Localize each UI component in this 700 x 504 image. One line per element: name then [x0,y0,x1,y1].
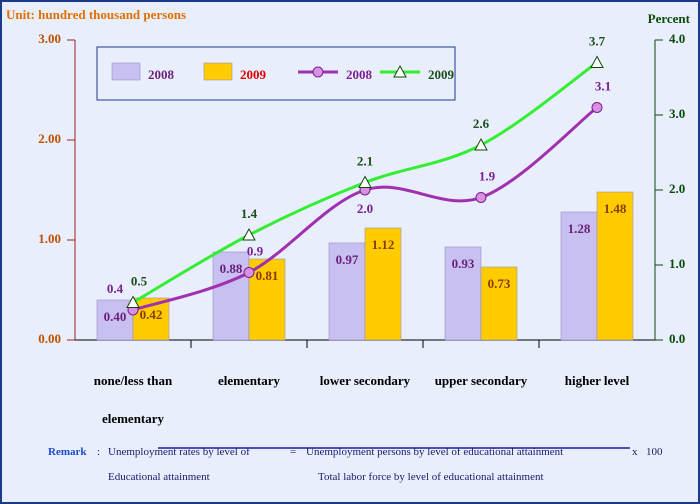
legend-label: 2009 [240,67,267,82]
bar [248,258,286,341]
line-value-label: 3.7 [589,33,606,48]
bar-value-label: 1.12 [372,237,395,252]
bar-value-label: 0.42 [140,307,163,322]
bar-value-label: 0.73 [488,276,511,291]
y-tick-label: 2.00 [38,131,61,146]
remark-label: Remark [48,446,87,458]
remark-numerator: Unemployment persons by level of educati… [306,446,564,458]
marker [590,55,604,68]
bar-value-label: 1.28 [568,221,591,236]
legend-swatch [203,62,233,81]
y2-tick-label: 4.0 [669,31,685,46]
remark-equals: = [290,446,297,458]
line-value-label: 2.6 [473,116,490,131]
x-tick-label: none/less than elementary [93,373,173,426]
bar [212,251,250,341]
line-value-label: 3.1 [595,78,611,93]
bar [596,191,634,341]
x-tick-label: elementary [217,373,281,388]
line-value-label: 0.4 [107,281,124,296]
bar [364,227,402,341]
line-value-label: 2.0 [357,201,373,216]
line-value-label: 1.4 [241,206,258,221]
legend-swatch [111,62,141,81]
bar-value-label: 0.81 [256,268,279,283]
legend-label: 2008 [148,67,175,82]
line-value-label: 2.1 [357,153,373,168]
bar [444,246,482,341]
bar-value-label: 0.40 [104,309,127,324]
remark-factor: 100 [646,446,663,458]
remark-denominator: Total labor force by level of educationa… [318,471,544,483]
marker [243,267,255,278]
bar-value-label: 1.48 [604,201,627,216]
bar [560,211,598,341]
x-tick-label: upper secondary [434,373,528,388]
chart-title: Unit: hundred thousand persons [6,7,186,22]
bar-value-label: 0.93 [452,256,475,271]
y2-title: Percent [648,11,691,26]
remark-lhs2: Educational attainment [108,471,210,483]
marker [358,175,372,188]
marker [242,227,256,241]
y2-tick-label: 3.0 [669,106,685,121]
y2-tick-label: 1.0 [669,256,685,271]
marker [126,295,140,308]
bar-value-label: 0.97 [336,252,359,267]
marker [475,192,487,203]
marker [591,102,603,113]
legend-label: 2008 [346,67,373,82]
y-tick-label: 1.00 [38,231,61,246]
x-tick-label: higher level [564,373,630,388]
marker [474,137,488,151]
y-tick-label: 0.00 [38,331,61,346]
line-value-label: 0.5 [131,273,148,288]
y2-tick-label: 0.0 [669,331,685,346]
y2-tick-label: 2.0 [669,181,685,196]
y-tick-label: 3.00 [38,31,61,46]
bar [480,266,518,341]
remark-colon: : [97,446,101,458]
remark-times: x [632,446,638,458]
remark-lhs: Unemployment rates by level of [108,446,250,458]
line-value-label: 1.9 [479,168,496,183]
legend-marker [312,66,324,78]
line-value-label: 0.9 [247,243,264,258]
x-tick-label: lower secondary [319,373,411,388]
legend-marker [393,64,407,78]
legend-label: 2009 [428,67,455,82]
bar-value-label: 0.88 [220,261,243,276]
